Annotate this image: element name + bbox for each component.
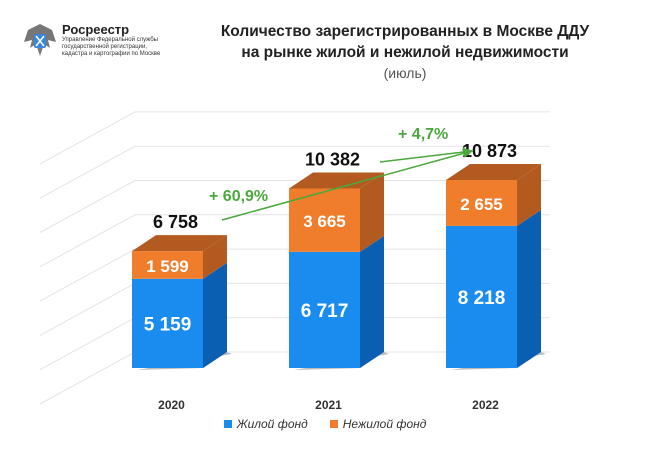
legend-swatch <box>223 420 232 428</box>
chart-title: Количество зарегистрированных в Москве Д… <box>180 21 630 84</box>
legend-residential: Жилой фонд <box>223 417 308 431</box>
growth-annotation: + 60,9% <box>209 188 268 205</box>
legend-label: Нежилой фонд <box>342 417 427 431</box>
growth-arrow <box>379 147 474 163</box>
value-label-nonresidential: 1 599 <box>146 257 189 276</box>
bar-residential <box>289 251 360 368</box>
bar-nonresidential <box>289 188 360 252</box>
bar-residential-side <box>360 235 384 368</box>
legend-nonresidential: Нежилой фонд <box>329 417 427 431</box>
chart-subtitle: (июль) <box>383 65 427 81</box>
logo-name: Росреестр <box>62 22 130 37</box>
bar-nonresidential <box>446 180 517 226</box>
gridline <box>39 317 136 371</box>
growth-annotation: + 4,7% <box>398 126 448 143</box>
eagle-emblem-icon <box>24 24 56 56</box>
gridline <box>39 145 136 199</box>
total-label: 6 758 <box>153 212 198 232</box>
bar-nonresidential-side <box>203 235 227 279</box>
total-label: 10 873 <box>462 141 517 161</box>
total-label: 10 382 <box>305 149 360 169</box>
rosreestr-logo: Росреестр Управление Федеральной службы … <box>22 20 172 60</box>
gridline <box>39 214 136 268</box>
gridline <box>39 180 136 233</box>
x-tick-label: 2020 <box>158 398 185 412</box>
bar-residential <box>132 278 203 368</box>
x-tick-label: 2021 <box>315 398 342 412</box>
value-label-residential: 5 159 <box>144 314 192 335</box>
growth-arrow <box>221 149 474 221</box>
legend-label: Жилой фонд <box>236 417 308 431</box>
gridline <box>39 248 136 302</box>
legend: Жилой фонд Нежилой фонд <box>0 417 650 431</box>
bar-top <box>446 164 541 180</box>
bar-nonresidential-side <box>517 164 541 226</box>
value-label-residential: 8 218 <box>458 288 506 309</box>
logo-subtitle: Управление Федеральной службы государств… <box>62 37 161 57</box>
value-label-residential: 6 717 <box>301 301 349 322</box>
gridline <box>39 282 136 336</box>
bar-top <box>289 172 384 189</box>
bar-nonresidential <box>132 251 203 279</box>
bar-residential <box>446 225 517 368</box>
legend-swatch <box>329 420 338 428</box>
gridline <box>39 351 136 405</box>
bar-top <box>132 235 227 252</box>
bar-nonresidential-side <box>360 172 384 252</box>
value-label-nonresidential: 3 665 <box>303 212 346 231</box>
bar-residential-side <box>203 262 227 368</box>
x-tick-label: 2022 <box>472 398 499 412</box>
value-label-nonresidential: 2 655 <box>460 195 503 214</box>
gridline <box>39 111 136 165</box>
bar-residential-side <box>517 209 541 368</box>
title-text: Количество зарегистрированных в Москве Д… <box>220 23 590 61</box>
